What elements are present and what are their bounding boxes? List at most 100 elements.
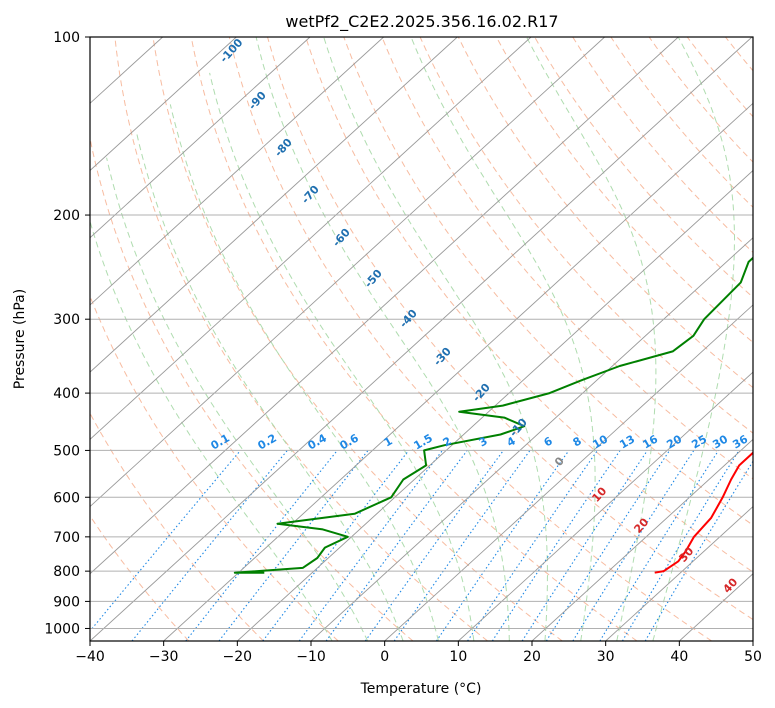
isotherm-line (90, 37, 458, 373)
x-tick-label: 20 (523, 649, 541, 665)
x-tick-label: −20 (223, 649, 253, 665)
mixing-ratio-label: 13 (617, 433, 637, 452)
dry-adiabat-label: -70 (299, 183, 322, 207)
isotherm-line (90, 37, 753, 641)
dry-adiabat-label: -30 (431, 345, 454, 369)
mixing-ratio-line (621, 450, 740, 641)
dry-adiabat-line (343, 37, 753, 526)
y-tick-label: 1000 (44, 621, 80, 637)
moist-adiabat-line (90, 219, 333, 641)
y-tick-label: 800 (53, 564, 80, 580)
dry-adiabat-label: 20 (631, 515, 651, 535)
x-tick-label: 40 (670, 649, 688, 665)
isotherm-line (90, 37, 311, 239)
dry-adiabat-label: -50 (362, 267, 385, 291)
dry-adiabat-line (686, 37, 753, 118)
dry-adiabat-line (572, 37, 753, 254)
y-tick-label: 600 (53, 490, 80, 506)
mixing-ratio-line (435, 450, 570, 641)
mixing-ratio-line (572, 450, 695, 641)
mixing-ratio-label: 20 (664, 432, 684, 451)
mixing-ratio-line (491, 450, 621, 641)
dry-adiabat-line (267, 37, 753, 621)
isotherm-line (237, 169, 753, 641)
dry-adiabat-label: -60 (330, 226, 353, 250)
dry-adiabat-line (90, 294, 339, 641)
isotherm-line (384, 304, 753, 641)
isotherm-line (90, 37, 532, 440)
mixing-ratio-line (364, 450, 504, 641)
dry-adiabat-line (495, 37, 753, 344)
isotherm-line (90, 37, 605, 508)
y-tick-label: 300 (53, 312, 80, 328)
mixing-ratio-label: 0.4 (306, 431, 330, 452)
isotherm-line (90, 37, 384, 306)
mixing-ratio-line (545, 450, 671, 641)
y-tick-label: 700 (53, 530, 80, 546)
dry-adiabat-label: 40 (720, 575, 740, 595)
dry-adiabat-line (381, 37, 753, 480)
dry-adiabat-line (90, 412, 264, 641)
dry-adiabat-label: -80 (272, 136, 295, 160)
mixing-ratio-label: 36 (730, 432, 750, 451)
mixing-ratio-line (298, 450, 443, 641)
mixing-ratio-line (185, 450, 338, 641)
mixing-ratio-line (218, 450, 369, 641)
temperature-profile-line (654, 451, 753, 574)
dry-adiabat-label: -40 (397, 307, 420, 331)
isotherm-line (90, 37, 679, 575)
dry-adiabat-line (534, 37, 753, 298)
x-tick-label: 10 (449, 649, 467, 665)
dry-adiabat-line (305, 37, 753, 573)
isotherm-line (679, 573, 753, 641)
x-tick-label: −40 (75, 649, 105, 665)
y-tick-label: 500 (53, 443, 80, 459)
mixing-ratio-label: 2 (441, 434, 454, 449)
dry-adiabat-line (228, 37, 712, 641)
dry-adiabat-line (152, 37, 563, 641)
isotherm-line (163, 102, 753, 641)
dry-adiabat-label: 10 (589, 484, 609, 504)
isotherm-line (531, 438, 753, 641)
plot-frame (89, 36, 754, 642)
mixing-ratio-line (325, 450, 468, 641)
dry-adiabat-line (190, 37, 638, 641)
dry-adiabat-line (648, 37, 753, 163)
x-tick-label: 30 (597, 649, 615, 665)
mixing-ratio-label: 0.6 (338, 431, 362, 452)
moist-adiabat-line (169, 104, 439, 641)
mixing-ratio-line (599, 450, 719, 641)
mixing-ratio-label: 1 (382, 434, 395, 449)
chart-title: wetPf2_C2E2.2025.356.16.02.R17 (285, 12, 558, 32)
mixing-ratio-line (262, 450, 410, 641)
isotherm-line (752, 640, 753, 641)
mixing-ratio-label: 10 (590, 432, 610, 451)
dry-adiabat-label: 30 (676, 544, 696, 564)
moist-adiabat-line (323, 37, 549, 641)
isotherm-line (90, 37, 237, 172)
x-tick-label: 0 (380, 649, 389, 665)
dewpoint-profile-line (233, 256, 753, 574)
isotherm-line (605, 505, 753, 641)
moist-adiabat-line (209, 72, 475, 641)
mixing-ratio-label: 0.1 (209, 431, 232, 452)
y-tick-label: 200 (53, 208, 80, 224)
mixing-ratio-label: 16 (640, 432, 660, 451)
mixing-ratio-line (521, 450, 648, 641)
dry-adiabat-line (114, 37, 488, 641)
dry-adiabat-line (419, 37, 753, 434)
x-axis-label: Temperature (°C) (360, 681, 482, 697)
mixing-ratio-line (467, 450, 598, 641)
x-tick-label: −10 (296, 649, 326, 665)
moist-adiabat-line (255, 37, 510, 641)
x-tick-label: −30 (149, 649, 179, 665)
mixing-ratio-label: 6 (542, 434, 555, 449)
dry-adiabat-label: -100 (217, 36, 245, 65)
mixing-ratio-line (90, 450, 241, 632)
dry-adiabat-label: -20 (470, 381, 493, 405)
dry-adiabat-line (90, 515, 190, 641)
y-tick-label: 100 (53, 30, 80, 46)
mixing-ratio-label: 8 (571, 434, 584, 449)
moist-adiabat-line (652, 37, 735, 641)
isotherm-line (310, 237, 753, 641)
